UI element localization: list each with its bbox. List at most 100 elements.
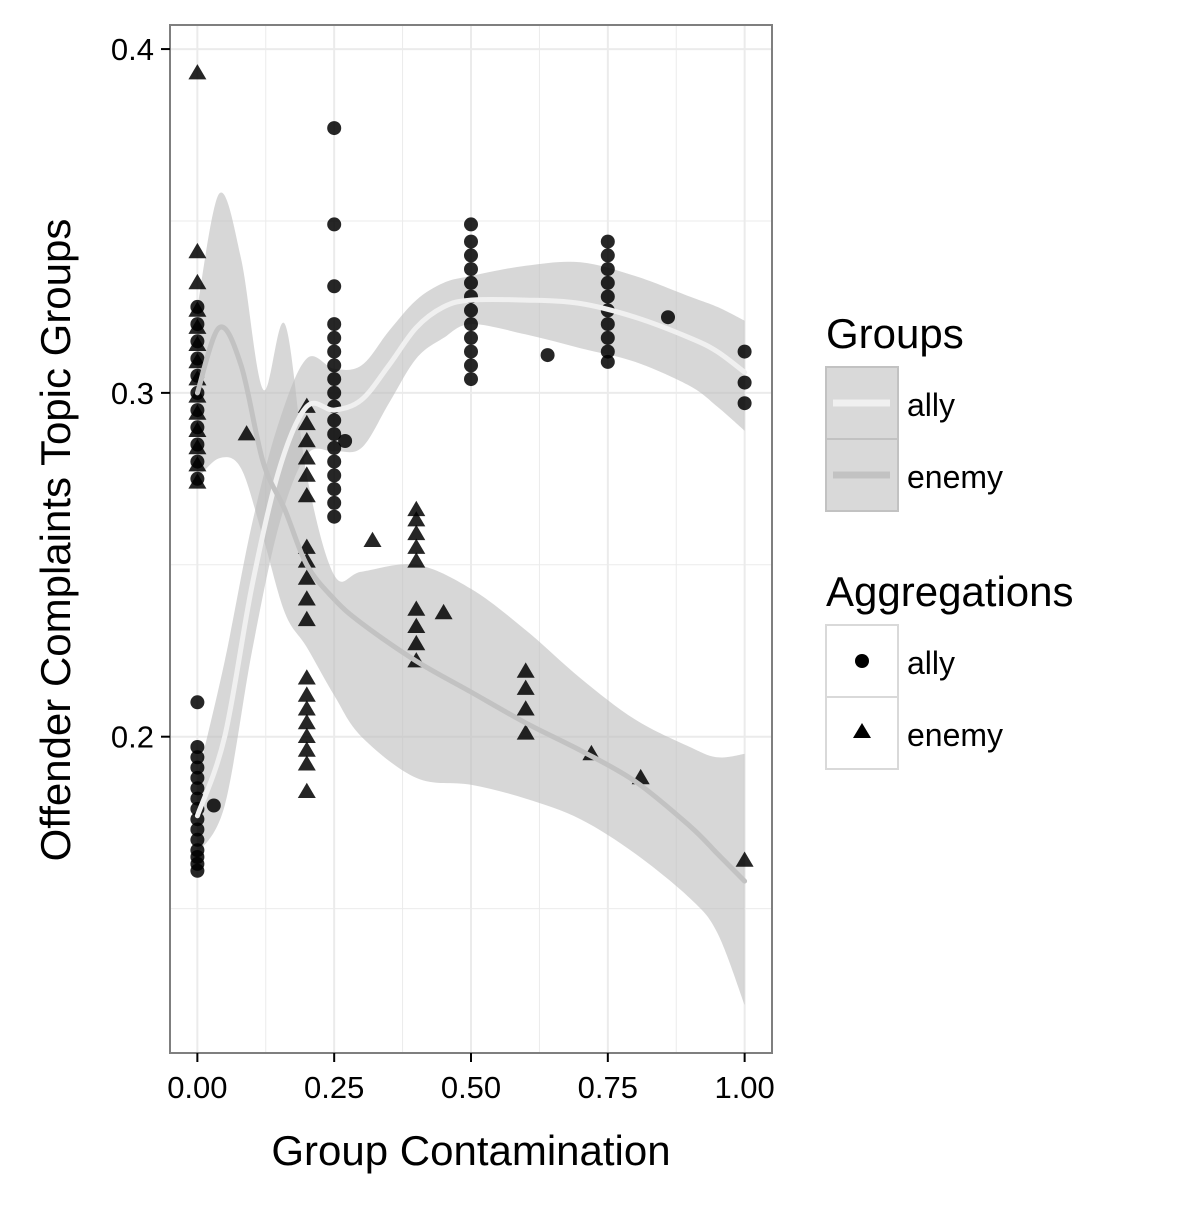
smooth-line-enemy xyxy=(194,324,748,884)
point-enemy xyxy=(297,569,316,585)
point-ally xyxy=(540,348,555,363)
point-ally xyxy=(327,372,342,387)
legend-groups-label-ally: ally xyxy=(907,387,955,423)
point-enemy xyxy=(516,724,535,740)
point-enemy xyxy=(188,64,207,80)
point-enemy xyxy=(407,552,426,568)
point-enemy xyxy=(188,301,207,317)
point-ally xyxy=(600,289,615,304)
point-enemy xyxy=(188,438,207,455)
point-ally xyxy=(327,217,342,232)
point-ally xyxy=(464,275,478,290)
point-ally xyxy=(327,385,342,400)
x-tick-label: 0.25 xyxy=(304,1070,364,1105)
point-ally xyxy=(464,262,478,277)
point-enemy xyxy=(297,432,316,448)
point-ally xyxy=(600,248,615,263)
point-ally xyxy=(338,434,353,448)
point-ally xyxy=(600,330,615,345)
point-ally xyxy=(327,468,342,483)
smooth-line-ally xyxy=(194,296,748,819)
point-ally xyxy=(464,344,478,359)
point-enemy xyxy=(516,700,535,716)
point-enemy xyxy=(516,679,535,695)
point-ally xyxy=(327,317,342,332)
point-ally xyxy=(190,781,205,796)
point-ally xyxy=(600,317,615,332)
point-enemy xyxy=(434,603,453,620)
point-enemy xyxy=(237,425,256,441)
point-enemy xyxy=(188,335,207,351)
point-ally xyxy=(327,454,342,469)
y-tick-label: 0.3 xyxy=(111,376,154,411)
axes: 0.00 0.25 0.50 0.75 1.00 0.2 0.3 0.4 xyxy=(111,32,775,1105)
point-enemy xyxy=(188,456,207,472)
point-ally xyxy=(464,234,478,249)
point-ally xyxy=(600,275,615,290)
point-enemy xyxy=(407,600,426,616)
point-enemy xyxy=(407,511,426,527)
point-ally xyxy=(464,372,478,387)
legend-aggregations-label-ally: ally xyxy=(907,645,955,681)
point-ally xyxy=(464,248,478,263)
point-ally xyxy=(190,843,205,858)
point-enemy xyxy=(297,686,316,702)
point-enemy xyxy=(407,524,426,541)
point-ally xyxy=(600,234,615,249)
point-enemy xyxy=(407,500,426,517)
point-ally xyxy=(327,495,342,510)
point-ally xyxy=(737,396,752,411)
point-enemy xyxy=(188,404,207,420)
legend-aggregations-symbol-ally xyxy=(855,654,869,668)
point-enemy xyxy=(363,531,382,547)
point-ally xyxy=(464,217,478,232)
point-ally xyxy=(600,262,615,277)
point-ally xyxy=(190,695,205,710)
x-axis-title: Group Contamination xyxy=(271,1127,670,1174)
point-enemy xyxy=(297,487,316,503)
point-ally xyxy=(190,812,205,827)
point-ally xyxy=(327,330,342,345)
x-tick-label: 1.00 xyxy=(714,1070,774,1105)
point-enemy xyxy=(297,414,316,431)
point-ally xyxy=(206,798,221,813)
point-enemy xyxy=(407,538,426,554)
point-enemy xyxy=(407,617,426,633)
legend-aggregations-label-enemy: enemy xyxy=(907,717,1003,753)
point-ally xyxy=(190,832,205,847)
legend-aggregations-symbol-enemy xyxy=(853,723,871,738)
point-enemy xyxy=(735,851,754,867)
point-ally xyxy=(464,330,478,345)
point-enemy xyxy=(297,755,316,771)
point-enemy xyxy=(297,700,316,716)
point-ally xyxy=(327,344,342,359)
point-ally xyxy=(327,440,342,455)
point-enemy xyxy=(297,590,316,606)
point-enemy xyxy=(297,741,316,757)
point-ally xyxy=(464,303,478,318)
point-enemy xyxy=(297,727,316,743)
point-enemy xyxy=(297,610,316,627)
smooth-lines xyxy=(194,296,748,884)
point-ally xyxy=(327,413,342,428)
point-enemy xyxy=(188,273,207,290)
point-ally xyxy=(464,358,478,373)
x-tick-label: 0.00 xyxy=(167,1070,227,1105)
legend-aggregations: Aggregations ally enemy xyxy=(825,568,1074,770)
point-ally xyxy=(327,509,342,524)
point-ally xyxy=(327,427,342,442)
point-enemy xyxy=(188,421,207,437)
point-ally xyxy=(661,310,675,325)
point-ally xyxy=(737,375,752,390)
point-ally xyxy=(190,770,205,785)
legend-groups-title: Groups xyxy=(826,310,964,357)
x-tick-label: 0.50 xyxy=(441,1070,501,1105)
ribbon-enemy xyxy=(197,192,745,1005)
legend-aggregations-title: Aggregations xyxy=(826,568,1074,615)
y-tick-label: 0.4 xyxy=(111,32,154,67)
point-enemy xyxy=(188,352,207,369)
point-enemy xyxy=(297,449,316,465)
legend-groups: Groups ally enemy xyxy=(825,310,1003,512)
